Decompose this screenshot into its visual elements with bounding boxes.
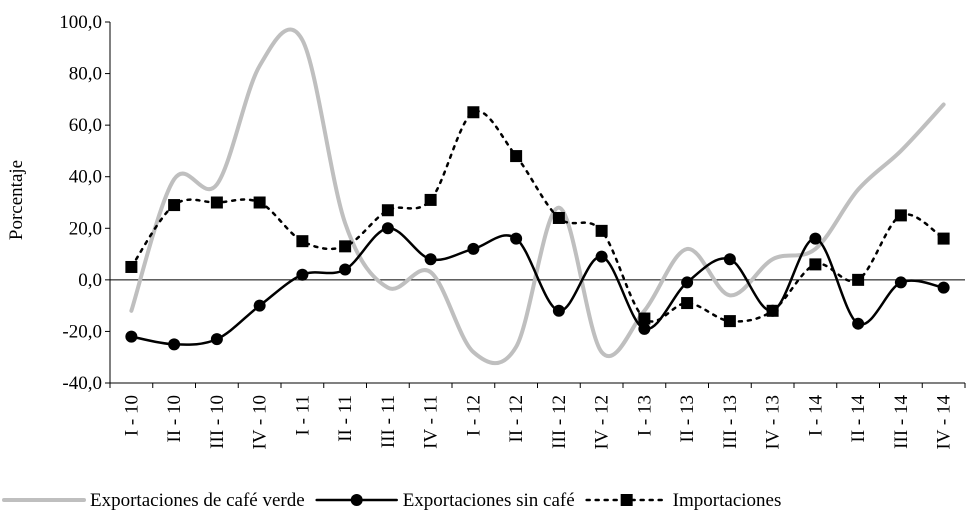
x-tick-label: III - 11 (378, 395, 399, 448)
x-tick-label: II - 11 (335, 395, 356, 442)
point (552, 211, 565, 224)
series-line (129, 27, 946, 366)
point (937, 232, 950, 245)
point (424, 193, 437, 206)
point (253, 299, 266, 312)
point (210, 196, 223, 209)
y-tick-label: 100,0 (59, 12, 102, 33)
point (852, 317, 865, 330)
point (125, 330, 138, 343)
point (681, 297, 694, 310)
point (595, 250, 608, 263)
point (467, 242, 480, 255)
point (894, 276, 907, 289)
series-line (130, 110, 945, 323)
point (595, 224, 608, 237)
y-tick-label: -40,0 (62, 373, 102, 394)
x-tick-label: IV - 11 (421, 395, 442, 449)
x-tick-label: I - 13 (634, 395, 655, 436)
point (381, 204, 394, 217)
point (510, 150, 523, 163)
x-tick-label: II - 10 (164, 395, 185, 442)
x-tick-label: I - 11 (292, 395, 313, 435)
point (723, 315, 736, 328)
y-tick-label: 80,0 (69, 64, 102, 85)
x-tick-label: III - 12 (549, 395, 570, 449)
point (766, 304, 779, 317)
legend-label: Exportaciones sin café (403, 490, 575, 511)
x-tick-label: IV - 12 (592, 395, 613, 450)
point (168, 199, 181, 212)
point (852, 273, 865, 286)
y-tick-label: 20,0 (69, 218, 102, 239)
point (467, 106, 480, 119)
point (253, 196, 266, 209)
point (723, 253, 736, 266)
point (638, 312, 651, 325)
point (510, 232, 523, 245)
x-tick-label: II - 12 (506, 395, 527, 442)
y-axis-label: Porcentaje (6, 160, 27, 240)
point (339, 240, 352, 253)
point (210, 333, 223, 346)
x-tick-label: III - 13 (720, 395, 741, 449)
point (339, 263, 352, 276)
legend-label: Exportaciones de café verde (90, 490, 305, 511)
point (296, 268, 309, 281)
x-tick-label: III - 14 (891, 395, 912, 449)
y-tick-label: -20,0 (62, 321, 102, 342)
point (638, 322, 651, 335)
point (381, 222, 394, 235)
x-tick-label: I - 14 (805, 395, 826, 437)
legend-marker (350, 494, 363, 506)
legend-label: Importaciones (673, 490, 782, 511)
x-tick-label: II - 13 (677, 395, 698, 442)
point (125, 260, 138, 273)
y-tick-label: 40,0 (69, 167, 102, 188)
y-tick-label: 60,0 (69, 115, 102, 136)
point (681, 276, 694, 289)
legend-marker (620, 494, 633, 506)
y-tick-label: 0,0 (78, 270, 102, 291)
point (809, 258, 822, 271)
x-tick-label: IV - 10 (250, 395, 271, 450)
point (424, 253, 437, 266)
point (809, 232, 822, 245)
x-tick-label: I - 10 (121, 395, 142, 436)
x-tick-label: IV - 14 (934, 395, 955, 450)
series-line (130, 227, 945, 346)
point (937, 281, 950, 294)
x-tick-label: II - 14 (848, 395, 869, 443)
x-tick-label: III - 10 (207, 395, 228, 449)
x-tick-label: I - 12 (463, 395, 484, 436)
x-tick-label: IV - 13 (763, 395, 784, 450)
point (894, 209, 907, 222)
point (168, 338, 181, 351)
point (296, 235, 309, 248)
point (552, 304, 565, 317)
